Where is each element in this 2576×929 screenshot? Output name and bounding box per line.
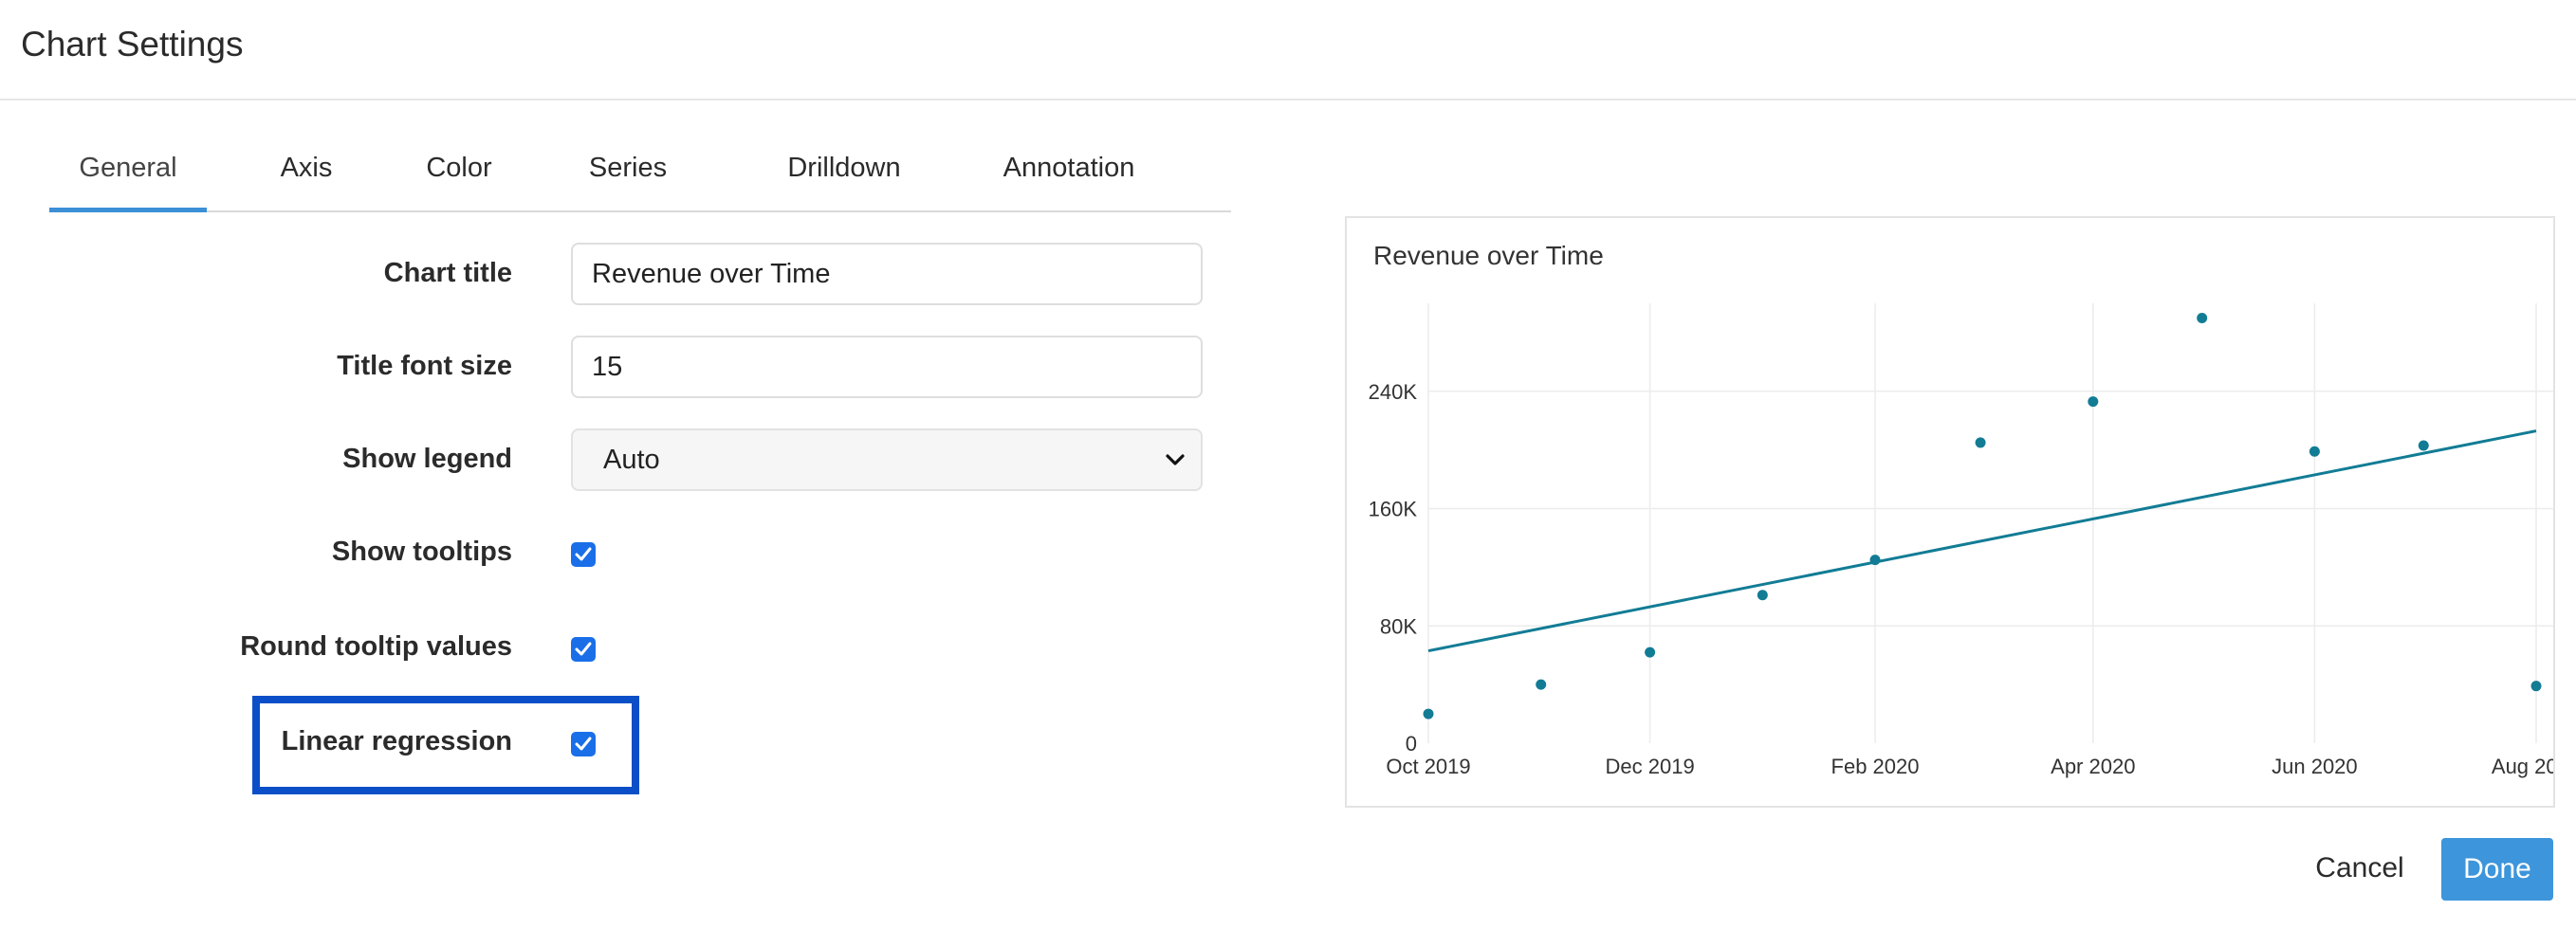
data-point — [2418, 440, 2429, 451]
data-point — [2088, 396, 2099, 408]
data-point — [1645, 647, 1656, 658]
data-point — [1869, 555, 1881, 566]
data-point — [1975, 437, 1986, 448]
checkmark-icon — [575, 547, 592, 561]
round-tooltip-values-checkbox[interactable] — [571, 637, 596, 662]
dialog-header: Chart Settings — [0, 0, 2576, 100]
checkmark-icon — [575, 737, 592, 751]
x-tick-label: Feb 2020 — [1831, 755, 1920, 778]
title-font-size-label: Title font size — [337, 351, 512, 381]
chevron-down-icon — [1166, 454, 1185, 465]
linear-regression-label: Linear regression — [281, 726, 512, 756]
data-point — [1757, 590, 1768, 601]
linear-regression-highlight — [252, 696, 639, 794]
show-legend-select[interactable]: Auto — [571, 428, 1203, 491]
tab-series[interactable]: Series — [588, 153, 668, 183]
show-legend-label: Show legend — [342, 444, 512, 474]
chart-title-input[interactable] — [571, 243, 1203, 305]
regression-line — [1427, 429, 2537, 653]
tab-drilldown[interactable]: Drilldown — [787, 153, 901, 183]
show-tooltips-checkbox[interactable] — [571, 542, 596, 567]
y-tick-label: 240K — [1369, 380, 1418, 404]
tab-axis[interactable]: Axis — [280, 153, 333, 183]
show-tooltips-label: Show tooltips — [331, 537, 512, 567]
cancel-button[interactable]: Cancel — [2315, 852, 2404, 883]
done-button[interactable]: Done — [2441, 838, 2553, 901]
x-tick-label: Oct 2019 — [1386, 755, 1470, 778]
settings-tabs: General Axis Color Series Drilldown Anno… — [49, 133, 1231, 212]
show-legend-value: Auto — [603, 445, 660, 475]
x-tick-label: Aug 2020 — [2492, 755, 2555, 778]
checkmark-icon — [575, 642, 592, 656]
tab-general[interactable]: General — [49, 133, 207, 212]
title-font-size-input[interactable] — [571, 336, 1203, 398]
linear-regression-checkbox[interactable] — [571, 732, 596, 756]
y-tick-label: 80K — [1380, 614, 1417, 638]
chart-preview-title: Revenue over Time — [1373, 241, 1604, 270]
round-tooltip-values-label: Round tooltip values — [240, 631, 512, 662]
chart-preview: Revenue over Time Oct 2019 Dec 2019 Feb 20… — [1345, 216, 2555, 808]
chart-plot: Oct 2019 Dec 2019 Feb 2020 Apr 2020 Jun 2020… — [1369, 303, 2555, 778]
y-tick-label: 160K — [1369, 498, 1418, 521]
data-point — [2530, 681, 2542, 692]
data-point — [1536, 679, 1547, 690]
x-tick-label: Dec 2019 — [1606, 755, 1695, 778]
data-point — [2197, 312, 2208, 323]
tab-color[interactable]: Color — [426, 153, 492, 183]
x-tick-label: Apr 2020 — [2051, 755, 2135, 778]
chart-title-label: Chart title — [383, 258, 512, 288]
data-point — [1423, 708, 1434, 720]
y-tick-label: 0 — [1406, 732, 1417, 756]
x-tick-label: Jun 2020 — [2272, 755, 2358, 778]
data-point — [2309, 446, 2320, 457]
dialog-title: Chart Settings — [21, 25, 244, 64]
tab-annotation[interactable]: Annotation — [1003, 153, 1135, 183]
